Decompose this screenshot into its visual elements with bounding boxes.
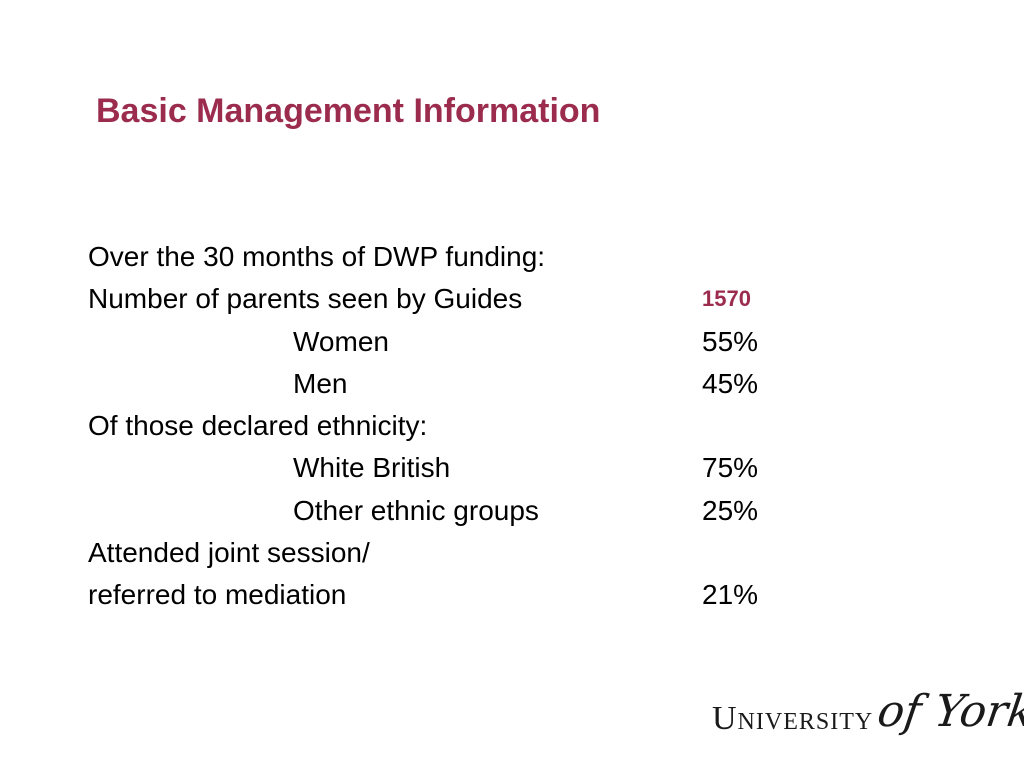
women-label: Women — [293, 325, 389, 357]
women-row: Women 55% — [88, 321, 808, 363]
men-label: Men — [293, 367, 348, 399]
white-british-row: White British 75% — [88, 447, 808, 489]
joint-session-value: 21% — [702, 579, 759, 611]
slide-title: Basic Management Information — [96, 92, 601, 130]
other-ethnic-value: 25% — [702, 494, 759, 526]
other-ethnic-row: Other ethnic groups 25% — [88, 490, 808, 532]
white-british-value: 75% — [702, 452, 759, 484]
stats-list: Over the 30 months of DWP funding: Numbe… — [88, 236, 808, 617]
joint-session-label-line2: referred to mediation — [88, 579, 347, 611]
other-ethnic-label: Other ethnic groups — [293, 494, 539, 526]
logo-script-text: of York — [874, 686, 1024, 737]
parents-row: Number of parents seen by Guides 1570 — [88, 278, 808, 320]
ethnicity-row: Of those declared ethnicity: — [88, 405, 808, 447]
parents-label: Number of parents seen by Guides — [88, 283, 523, 315]
stats-intro-row: Over the 30 months of DWP funding: — [88, 236, 808, 278]
men-value: 45% — [702, 367, 759, 399]
joint-session-label-line1: Attended joint session/ — [88, 537, 370, 569]
ethnicity-label: Of those declared ethnicity: — [88, 410, 428, 442]
logo-university-text: University — [712, 700, 874, 737]
women-value: 55% — [702, 325, 759, 357]
joint-session-row-1: Attended joint session/ — [88, 532, 808, 574]
joint-session-row-2: referred to mediation 21% — [88, 574, 808, 616]
white-british-label: White British — [293, 452, 451, 484]
men-row: Men 45% — [88, 363, 808, 405]
parents-value: 1570 — [702, 286, 751, 312]
university-of-york-logo: University of York — [712, 686, 1024, 758]
stats-intro: Over the 30 months of DWP funding: — [88, 241, 546, 272]
